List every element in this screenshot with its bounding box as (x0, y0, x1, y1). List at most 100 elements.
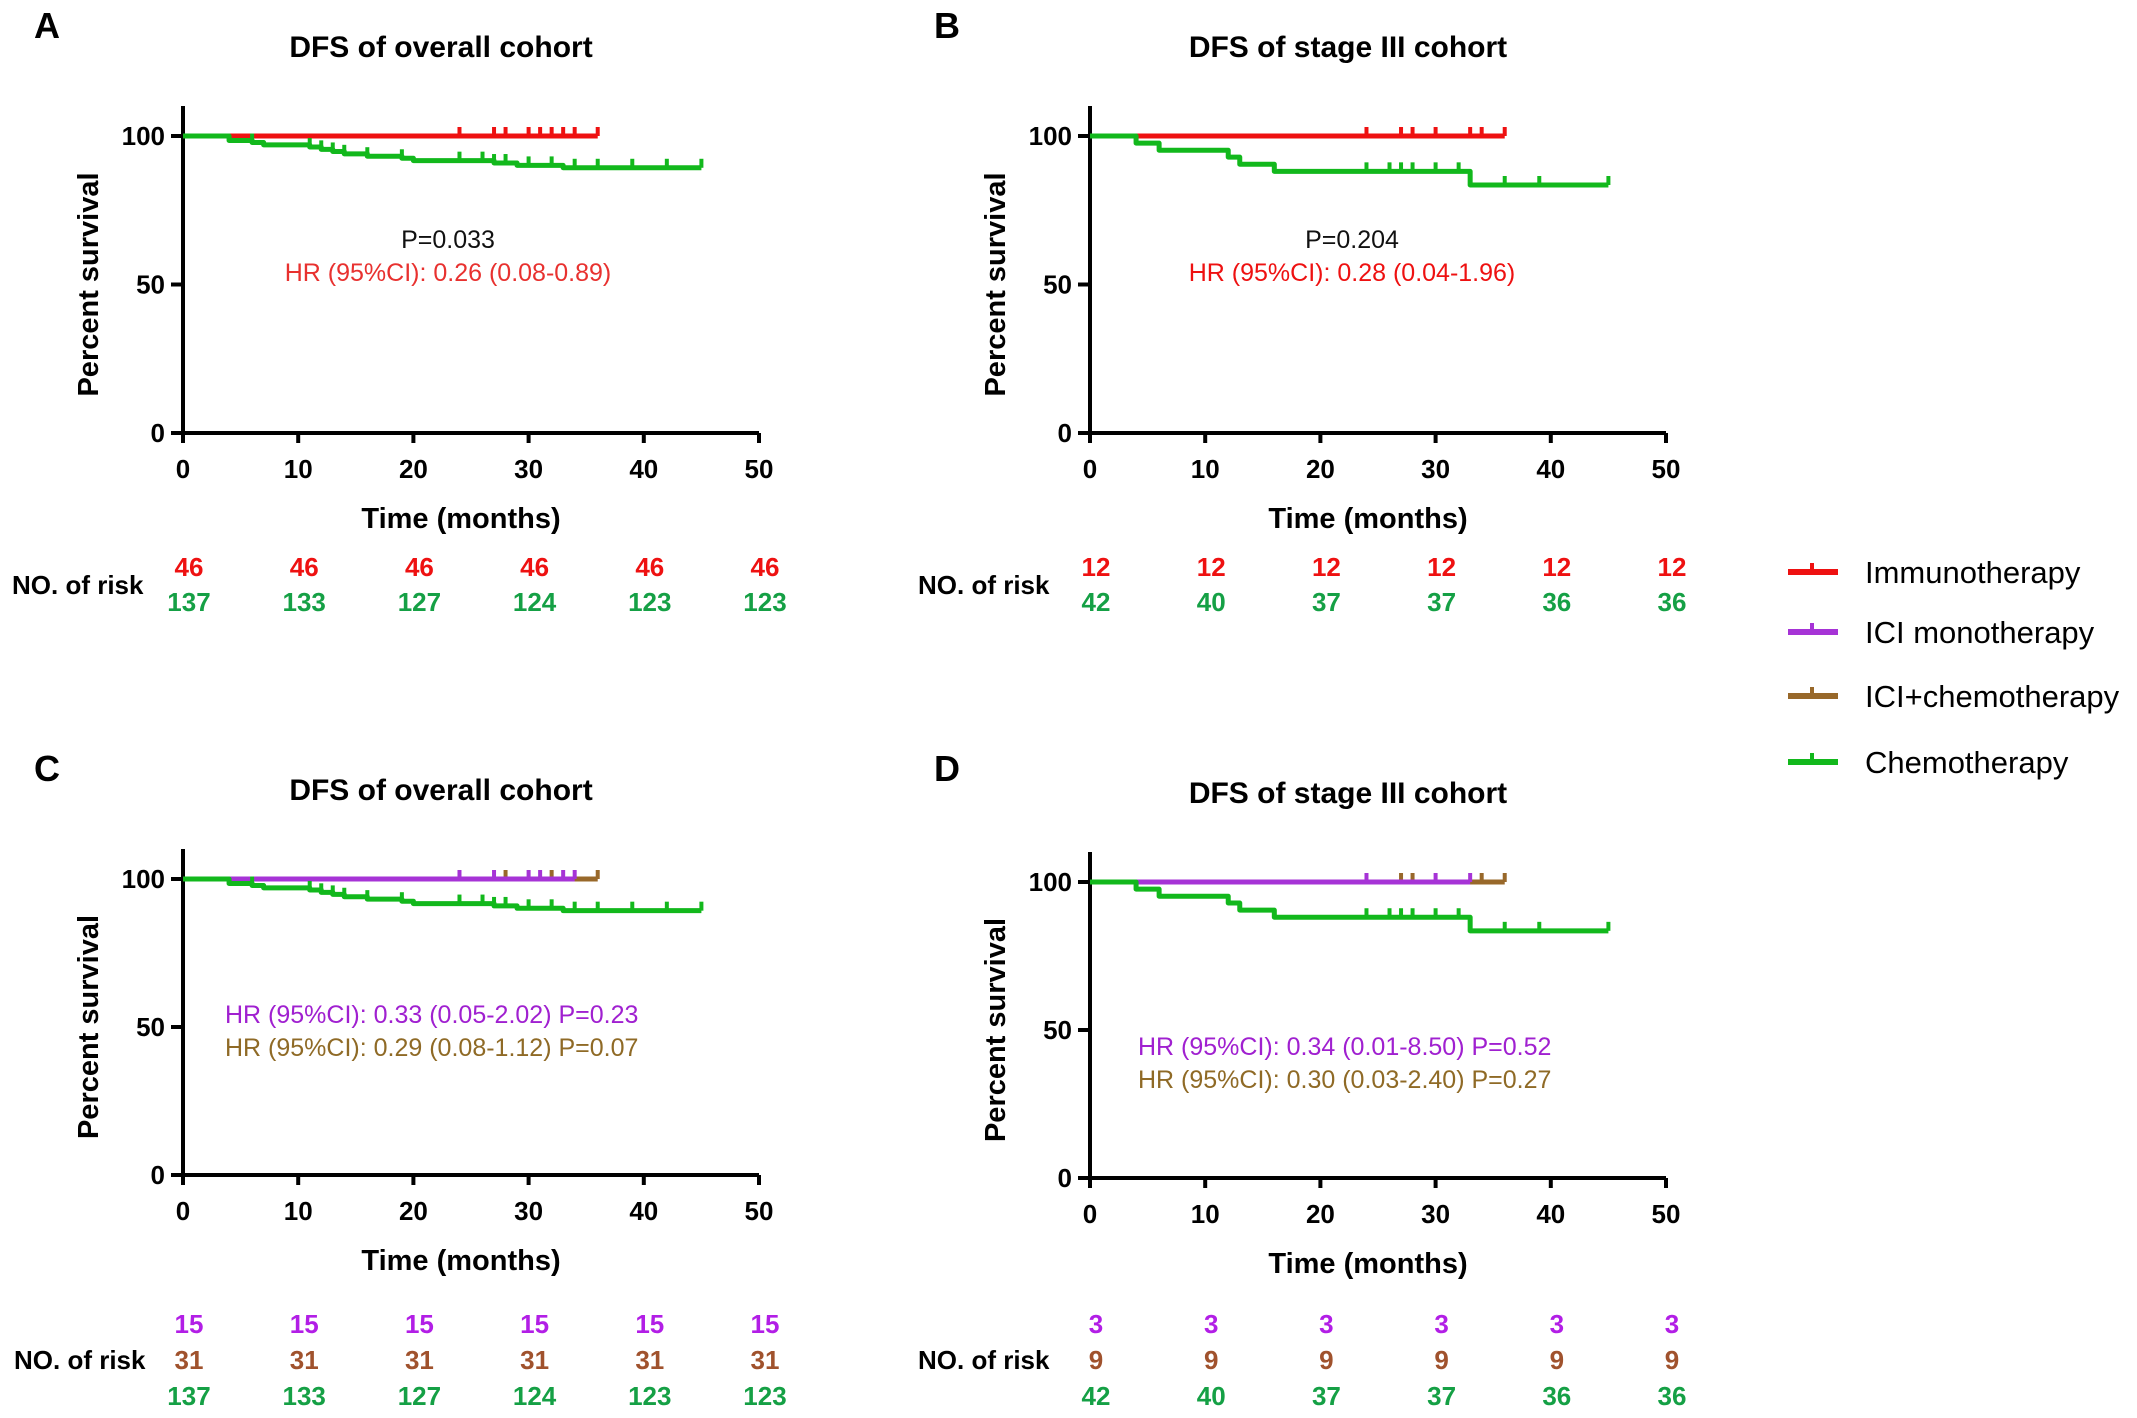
y-tick-label: 0 (151, 418, 165, 448)
risk-count: 12 (1082, 552, 1111, 582)
risk-count: 12 (1197, 552, 1226, 582)
x-tick-label: 30 (1421, 1199, 1450, 1229)
y-tick-label: 100 (122, 864, 165, 894)
risk-count: 36 (1658, 587, 1687, 617)
risk-count: 37 (1427, 587, 1456, 617)
panel-a: A DFS of overall cohort 0 10 20 30 40 50 0 50 100 T… (12, 5, 787, 617)
survival-curve (183, 133, 702, 171)
risk-count: 36 (1658, 1381, 1687, 1411)
x-tick-label: 40 (629, 454, 658, 484)
x-tick-label: 40 (1536, 454, 1565, 484)
risk-count: 124 (513, 587, 557, 617)
risk-count: 127 (398, 1381, 441, 1411)
chart-title: DFS of overall cohort (289, 31, 592, 64)
legend-label: Immunotherapy (1865, 555, 2081, 590)
series-chemotherapy (183, 133, 704, 171)
y-tick-label: 50 (136, 270, 165, 300)
x-tick-label: 40 (1536, 1199, 1565, 1229)
risk-count: 15 (290, 1309, 319, 1339)
x-tick-label: 30 (1421, 454, 1450, 484)
risk-count: 123 (743, 587, 786, 617)
x-tick-label: 10 (1191, 1199, 1220, 1229)
series-chemotherapy (1090, 133, 1611, 188)
risk-count: 12 (1542, 552, 1571, 582)
y-tick-label: 0 (151, 1160, 165, 1190)
risk-count: 31 (751, 1345, 780, 1375)
x-tick-label: 20 (399, 1196, 428, 1226)
x-tick-label: 0 (1083, 1199, 1097, 1229)
y-tick-label: 50 (1043, 1015, 1072, 1045)
chart-title: DFS of stage III cohort (1189, 31, 1507, 64)
y-tick-label: 100 (1029, 867, 1072, 897)
risk-count: 3 (1319, 1309, 1333, 1339)
legend-label: Chemotherapy (1865, 745, 2069, 780)
y-axis-label: Percent survival (73, 172, 105, 396)
risk-count: 15 (520, 1309, 549, 1339)
x-axis-label: Time (months) (361, 1245, 560, 1277)
x-tick-label: 50 (1652, 454, 1681, 484)
risk-count: 9 (1204, 1345, 1218, 1375)
annotation: P=0.033 (401, 226, 495, 254)
series-ici-monotherapy (1090, 873, 1473, 885)
annotation: HR (95%CI): 0.34 (0.01-8.50) P=0.52 (1138, 1033, 1551, 1061)
x-tick-label: 0 (176, 454, 190, 484)
annotation: HR (95%CI): 0.28 (0.04-1.96) (1189, 259, 1516, 287)
risk-count: 15 (405, 1309, 434, 1339)
risk-count: 36 (1542, 1381, 1571, 1411)
x-tick-label: 20 (399, 454, 428, 484)
panel-letter: C (34, 748, 60, 789)
x-tick-label: 50 (745, 1196, 774, 1226)
risk-count: 15 (635, 1309, 664, 1339)
x-axis-label: Time (months) (361, 503, 560, 535)
risk-count: 46 (290, 552, 319, 582)
x-axis-label: Time (months) (1268, 1248, 1467, 1280)
risk-count: 3 (1089, 1309, 1103, 1339)
y-axis-label: Percent survival (980, 172, 1012, 396)
chart-title: DFS of stage III cohort (1189, 777, 1507, 810)
risk-count: 123 (628, 1381, 671, 1411)
survival-curve (1090, 133, 1609, 188)
series-ici-monotherapy (183, 870, 577, 882)
risk-count: 15 (175, 1309, 204, 1339)
risk-count: 31 (405, 1345, 434, 1375)
risk-count: 137 (167, 587, 210, 617)
y-tick-label: 100 (1029, 121, 1072, 151)
panel-letter: A (34, 5, 60, 46)
x-tick-label: 30 (514, 1196, 543, 1226)
y-tick-label: 50 (1043, 270, 1072, 300)
risk-count: 3 (1550, 1309, 1564, 1339)
risk-count: 3 (1434, 1309, 1448, 1339)
x-tick-label: 10 (1191, 454, 1220, 484)
series-immunotherapy (183, 127, 600, 139)
risk-count: 46 (520, 552, 549, 582)
risk-count: 42 (1082, 587, 1111, 617)
risk-table-label: NO. of risk (918, 570, 1050, 600)
y-tick-label: 100 (122, 121, 165, 151)
risk-table-label: NO. of risk (12, 570, 144, 600)
panel-letter: D (934, 748, 960, 789)
y-axis-label: Percent survival (980, 918, 1012, 1142)
series-immunotherapy (1090, 127, 1507, 139)
risk-count: 9 (1550, 1345, 1564, 1375)
legend-item: ICI monotherapy (1788, 615, 2095, 650)
risk-count: 3 (1204, 1309, 1218, 1339)
survival-curve (183, 876, 702, 914)
x-tick-label: 20 (1306, 1199, 1335, 1229)
y-tick-label: 0 (1058, 1163, 1072, 1193)
risk-count: 37 (1312, 587, 1341, 617)
annotation: HR (95%CI): 0.26 (0.08-0.89) (285, 259, 612, 287)
panel-c: C DFS of overall cohort 0 10 20 30 40 50 0 50 100 T… (14, 748, 787, 1411)
legend-label: ICI+chemotherapy (1865, 679, 2120, 714)
risk-count: 12 (1312, 552, 1341, 582)
legend-label: ICI monotherapy (1865, 615, 2095, 650)
risk-count: 31 (635, 1345, 664, 1375)
risk-count: 127 (398, 587, 441, 617)
risk-count: 133 (283, 587, 326, 617)
risk-table-label: NO. of risk (918, 1345, 1050, 1375)
risk-count: 9 (1434, 1345, 1448, 1375)
risk-count: 37 (1312, 1381, 1341, 1411)
risk-count: 46 (635, 552, 664, 582)
risk-count: 46 (175, 552, 204, 582)
legend-item: Chemotherapy (1788, 745, 2069, 780)
